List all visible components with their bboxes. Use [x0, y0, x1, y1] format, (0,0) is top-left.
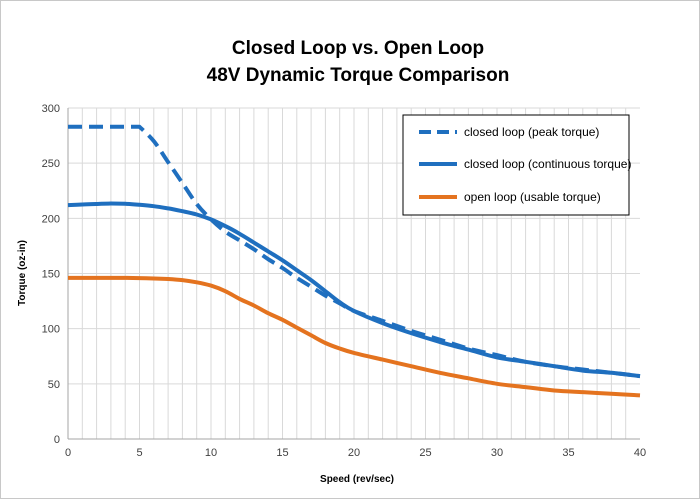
series-open-loop: [67, 275, 641, 398]
x-tick-label: 20: [348, 447, 360, 459]
y-axis-label: Torque (oz-in): [17, 240, 28, 306]
chart-title: Closed Loop vs. Open Loop: [232, 38, 484, 59]
y-tick-label: 200: [42, 213, 60, 225]
y-tick-label: 150: [42, 269, 60, 281]
grid: [68, 107, 640, 439]
series-closed-loop-continuous: [67, 201, 641, 379]
series-layer: [67, 124, 641, 398]
y-tick-label: 100: [42, 324, 60, 336]
x-tick-label: 40: [634, 447, 646, 459]
x-tick-label: 30: [491, 447, 503, 459]
y-tick-label: 300: [42, 103, 60, 115]
series-closed-loop-peak: [68, 124, 641, 379]
y-tick-label: 50: [48, 379, 60, 391]
x-tick-label: 15: [276, 447, 288, 459]
x-tick-label: 5: [136, 447, 142, 459]
legend: closed loop (peak torque) closed loop (co…: [402, 114, 631, 216]
x-tick-label: 35: [562, 447, 574, 459]
x-tick-label: 25: [419, 447, 431, 459]
legend-entry-open-loop-label: open loop (usable torque): [464, 190, 601, 204]
chart-subtitle: 48V Dynamic Torque Comparison: [207, 65, 510, 86]
legend-entry-closed-loop-peak-label: closed loop (peak torque): [464, 125, 599, 139]
x-axis-label: Speed (rev/sec): [320, 474, 394, 485]
x-tick-label: 0: [65, 447, 71, 459]
y-tick-label: 250: [42, 158, 60, 170]
x-tick-label: 10: [205, 447, 217, 459]
y-tick-label: 0: [54, 434, 60, 446]
tick-labels: 0 5 10 15 20 25 30 35 40 0 50 100 150 200 250 300: [42, 103, 646, 459]
axes: [67, 108, 640, 440]
legend-entry-closed-loop-continuous-label: closed loop (continuous torque): [464, 157, 631, 171]
